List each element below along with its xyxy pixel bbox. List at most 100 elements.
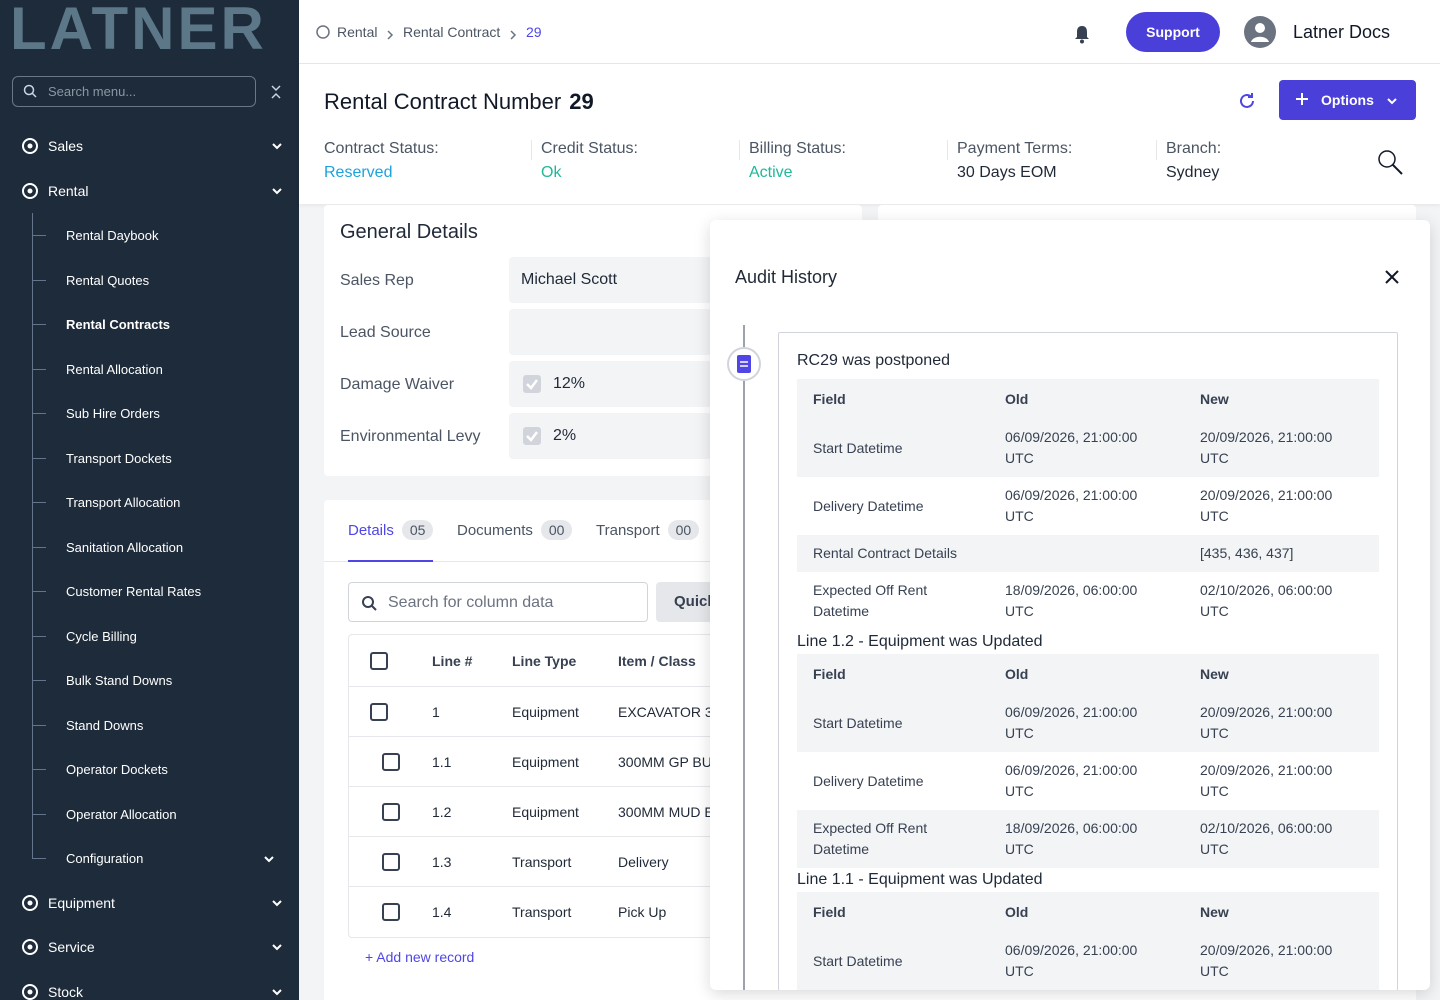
submenu-item[interactable]: Sanitation Allocation — [60, 529, 290, 565]
field-label: Sales Rep — [340, 272, 414, 289]
submenu-label: Configuration — [66, 851, 144, 866]
audit-cell: 06/09/2026, 21:00:00 UTC — [1005, 762, 1138, 799]
chevron — [272, 988, 282, 995]
submenu-label: Cycle Billing — [66, 628, 137, 644]
audit-row: Start Datetime 06/09/2026, 21:00:00 UTC 20… — [797, 419, 1379, 477]
tab[interactable]: Transport 00 — [596, 520, 700, 562]
audit-header-row: Field Old New — [797, 654, 1379, 694]
collapse — [271, 85, 281, 99]
grid-cell: 1 — [432, 704, 440, 720]
search-icon — [361, 595, 377, 616]
user-name[interactable]: Latner Docs — [1293, 22, 1391, 42]
menu-item[interactable]: Rental — [0, 171, 299, 211]
audit-table: Field Old New Start Datetime 06/09/2026, 21:… — [797, 654, 1379, 868]
checkbox-box — [523, 375, 541, 393]
search-zoom[interactable] — [1376, 148, 1404, 181]
support-button[interactable]: Support — [1126, 12, 1220, 52]
audit-body: Field Old New Start Datetime 06/09/2026, 21:… — [797, 892, 1379, 990]
submenu-item[interactable]: Rental Contracts — [60, 306, 290, 342]
contract-title-text: Rental Contract Number — [324, 89, 562, 114]
breadcrumb-item[interactable]: Rental Contract — [403, 24, 501, 40]
checkbox[interactable] — [382, 903, 400, 921]
submenu-item[interactable]: Customer Rental Rates — [60, 573, 290, 609]
avatar[interactable] — [1244, 16, 1276, 53]
submenu-item[interactable]: Rental Daybook — [60, 217, 290, 253]
chevron — [272, 944, 282, 951]
audit-cell: 02/10/2026, 06:00:00 UTC — [1200, 582, 1333, 619]
menu-item[interactable]: Equipment — [0, 883, 299, 923]
submenu-item[interactable]: Transport Dockets — [60, 440, 290, 476]
tree-branch — [32, 769, 46, 770]
tab[interactable]: Details 05 — [348, 520, 434, 562]
checkbox[interactable] — [523, 427, 541, 445]
menu-item[interactable]: Stock — [0, 972, 299, 1000]
grid-cell: 300MM MUD E — [618, 804, 714, 820]
checkbox[interactable] — [370, 652, 388, 670]
field-label: Environmental Levy — [340, 428, 481, 445]
submenu-label: Rental Quotes — [66, 272, 150, 288]
submenu-label: Stand Downs — [66, 717, 144, 733]
submenu-item[interactable]: Configuration — [60, 840, 290, 876]
checkbox[interactable] — [382, 753, 400, 771]
submenu-item[interactable]: Cycle Billing — [60, 618, 290, 654]
submenu-item[interactable]: Transport Allocation — [60, 484, 290, 520]
audit-column-header: Old — [989, 379, 1184, 419]
submenu-item[interactable]: Stand Downs — [60, 707, 290, 743]
submenu-item[interactable]: Bulk Stand Downs — [60, 662, 290, 698]
search-icon — [23, 84, 37, 103]
menu-item[interactable]: Sales — [0, 126, 299, 166]
menu-label: Rental — [48, 182, 89, 199]
audit-row: Delivery Datetime 06/09/2026, 21:00:00 UT… — [797, 477, 1379, 535]
submenu-item[interactable]: Rental Allocation — [60, 351, 290, 387]
refresh-button[interactable] — [1237, 91, 1257, 116]
contract-number: 29 — [569, 89, 594, 114]
column-header: Line # — [432, 653, 473, 669]
checkbox-box — [382, 853, 400, 871]
chevron — [272, 899, 282, 906]
grid-cell: Equipment — [512, 804, 579, 820]
submenu-label: Sub Hire Orders — [66, 406, 160, 421]
add-record[interactable]: + Add new record — [365, 949, 475, 965]
tree-branch — [32, 235, 46, 236]
chevron — [264, 856, 274, 863]
audit-panel: Audit History RC29 was postponed Field Old N… — [710, 220, 1430, 990]
tree-branch — [32, 635, 46, 637]
checkbox-box — [370, 652, 388, 670]
submenu-item[interactable]: Operator Dockets — [60, 751, 290, 787]
audit-row: Start Datetime 06/09/2026, 21:00:00 UTC 20… — [797, 694, 1379, 752]
bell — [1075, 26, 1089, 44]
checkbox[interactable] — [370, 703, 388, 721]
avatar-glyph — [1244, 16, 1276, 48]
options-button[interactable]: Options — [1279, 80, 1416, 120]
tab[interactable]: Documents 00 — [457, 520, 573, 562]
submenu-item[interactable]: Operator Allocation — [60, 796, 290, 832]
plus-icon — [1295, 92, 1309, 111]
notification-bell[interactable] — [1073, 24, 1091, 49]
menu-icon — [20, 937, 40, 962]
checkbox[interactable] — [382, 853, 400, 871]
submenu-item[interactable]: Rental Quotes — [60, 262, 290, 298]
submenu-item[interactable]: Sub Hire Orders — [60, 395, 290, 431]
menu-icon — [20, 181, 40, 206]
checkbox[interactable] — [523, 375, 541, 393]
chevron — [510, 30, 517, 40]
search-menu[interactable]: Search menu... — [12, 76, 256, 107]
audit-cell: Start Datetime — [797, 694, 989, 752]
close-button[interactable] — [1384, 269, 1400, 290]
menu-label: Service — [48, 939, 95, 955]
audit-cell — [989, 535, 1184, 572]
tab-label: Details — [348, 522, 394, 539]
collapse-icon[interactable] — [270, 84, 282, 105]
grid-cell: Delivery — [618, 854, 669, 870]
breadcrumb-item[interactable]: Rental — [337, 24, 378, 40]
grid-search[interactable]: Search for column data — [348, 582, 648, 622]
tab-count: 05 — [401, 520, 434, 540]
checkbox[interactable] — [382, 803, 400, 821]
menu-item[interactable]: Service — [0, 927, 299, 967]
menu-icon — [20, 136, 40, 161]
breadcrumb-item[interactable]: 29 — [526, 24, 542, 40]
audit-cell: 18/09/2026, 06:00:00 UTC — [989, 810, 1184, 868]
tree-branch — [32, 724, 46, 726]
audit-cell: 06/09/2026, 21:00:00 UTC — [989, 419, 1184, 477]
submenu-label: Sanitation Allocation — [66, 539, 184, 555]
